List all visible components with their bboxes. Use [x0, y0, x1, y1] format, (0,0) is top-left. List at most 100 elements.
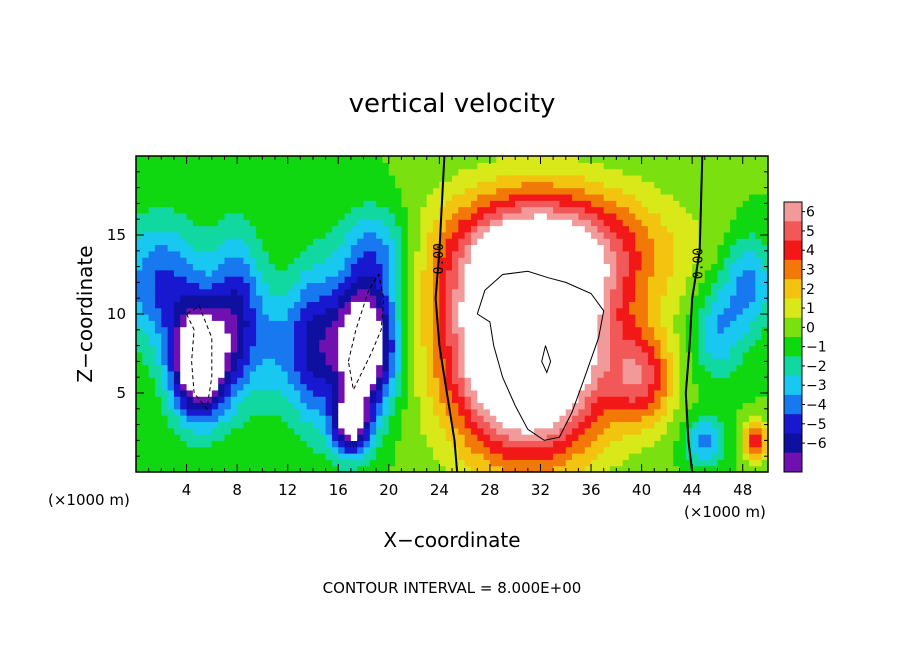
field-cell [426, 225, 434, 233]
field-cell [692, 453, 700, 460]
field-cell [546, 187, 554, 195]
field-cell [578, 307, 586, 315]
field-cell [452, 377, 459, 385]
field-cell [603, 326, 611, 334]
field-cell [628, 377, 636, 385]
field-cell [546, 156, 554, 163]
field-cell [496, 421, 504, 429]
field-cell [300, 453, 308, 460]
field-cell [483, 193, 491, 201]
field-cell [635, 263, 643, 271]
field-cell [749, 301, 756, 309]
field-cell [553, 200, 561, 208]
field-cell [319, 364, 327, 372]
field-cell [502, 351, 510, 359]
field-cell [230, 402, 238, 410]
field-cell [218, 326, 226, 334]
field-cell [521, 364, 529, 372]
field-cell [445, 358, 453, 366]
field-cell [565, 187, 573, 195]
field-cell [666, 351, 674, 359]
field-cell [249, 187, 257, 195]
field-cell [654, 162, 662, 170]
field-cell [369, 314, 377, 321]
field-cell [300, 396, 308, 404]
field-cell [306, 339, 314, 347]
field-cell [376, 206, 384, 214]
field-cell [698, 326, 706, 334]
field-cell [628, 370, 636, 378]
field-cell [294, 370, 301, 378]
field-cell [426, 421, 434, 429]
field-cell [306, 370, 314, 378]
field-cell [584, 339, 592, 347]
field-cell [622, 345, 630, 353]
field-cell [300, 250, 308, 258]
field-cell [572, 187, 579, 195]
field-cell [180, 174, 188, 182]
field-cell [597, 269, 605, 277]
field-cell [597, 314, 605, 321]
field-cell [363, 244, 371, 252]
field-cell [578, 320, 586, 328]
field-cell [635, 402, 643, 410]
field-cell [420, 326, 428, 334]
field-cell [591, 453, 598, 460]
field-cell [698, 358, 706, 366]
field-cell [622, 181, 630, 189]
field-cell [534, 244, 542, 252]
field-cell [622, 162, 630, 170]
field-cell [306, 415, 314, 423]
field-cell [704, 219, 712, 227]
field-cell [692, 200, 700, 208]
field-cell [647, 446, 655, 454]
field-cell [433, 434, 440, 441]
field-cell [218, 193, 226, 201]
field-cell [180, 421, 188, 429]
field-cell [218, 440, 226, 448]
field-cell [622, 421, 630, 429]
field-cell [350, 212, 358, 220]
field-cell [369, 295, 377, 302]
field-cell [508, 370, 516, 378]
field-cell [723, 206, 731, 214]
field-cell [749, 314, 756, 321]
field-cell [578, 244, 586, 252]
field-cell [521, 440, 529, 448]
field-cell [622, 383, 630, 391]
field-cell [331, 219, 339, 227]
field-cell [584, 396, 592, 404]
field-cell [357, 427, 365, 435]
field-cell [167, 396, 175, 404]
field-cell [534, 181, 542, 189]
field-cell [534, 219, 542, 227]
field-cell [325, 408, 333, 416]
field-cell [572, 269, 579, 277]
field-cell [186, 440, 194, 448]
field-cell [376, 339, 384, 347]
field-cell [192, 326, 200, 334]
field-cell [205, 377, 213, 385]
field-cell [218, 415, 226, 423]
field-cell [199, 320, 207, 328]
field-cell [591, 238, 598, 246]
field-cell [730, 263, 737, 271]
field-cell [616, 314, 624, 321]
field-cell [199, 453, 207, 460]
field-cell [154, 358, 162, 366]
field-cell [685, 465, 693, 472]
field-cell [414, 345, 421, 353]
field-cell [730, 427, 737, 435]
field-cell [205, 320, 213, 328]
field-cell [730, 168, 737, 176]
field-cell [603, 377, 611, 385]
field-cell [369, 156, 377, 163]
field-cell [654, 453, 662, 460]
field-cell [186, 212, 194, 220]
field-cell [502, 370, 510, 378]
field-cell [414, 408, 421, 416]
field-cell [736, 269, 744, 277]
field-cell [761, 434, 768, 441]
field-cell [572, 434, 579, 441]
field-cell [553, 307, 561, 315]
